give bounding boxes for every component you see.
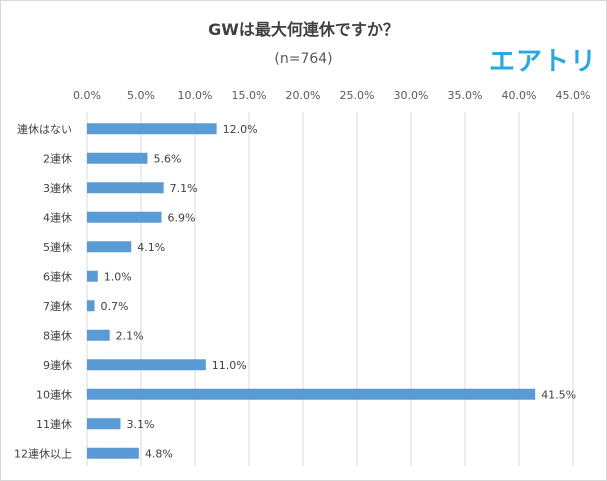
category-label: 4連休 [43,210,72,224]
category-label: 12連休以上 [14,446,72,460]
category-label: 7連休 [43,299,72,313]
data-label: 5.6% [153,152,181,165]
category-label: 8連休 [43,328,72,342]
bar [87,123,217,135]
bar [87,329,110,341]
bar [87,241,132,253]
bar [87,270,98,282]
brand-logo: エアトリ [489,47,598,77]
category-labels: 連休はない 2連休 3連休 4連休 5連休 6連休 7連休 8連休 9連休 10連休 11連休 12連… [14,122,72,461]
x-tick-label: 25.0% [340,89,375,102]
bars [87,123,536,459]
data-label: 3.1% [126,418,154,431]
category-label: 3連休 [43,181,72,195]
x-tick-label: 15.0% [232,89,267,102]
x-tick-label: 20.0% [286,89,321,102]
bar [87,447,139,459]
chart-title: GWは最大何連休ですか？ [208,20,399,39]
data-label: 4.1% [137,241,165,254]
x-tick-label: 5.0% [127,89,155,102]
data-label: 1.0% [104,270,132,283]
data-label: 11.0% [212,359,247,372]
category-label: 11連休 [36,417,72,431]
chart-subtitle: (n=764) [274,51,333,67]
x-tick-label: 30.0% [394,89,429,102]
category-label: 9連休 [43,358,72,372]
data-label: 7.1% [170,182,198,195]
grid-layer [86,112,574,466]
bar [87,418,121,430]
bar [87,300,95,312]
data-label: 6.9% [168,211,196,224]
data-label: 0.7% [101,300,129,313]
bar [87,182,164,194]
x-tick-label: 45.0% [556,89,591,102]
category-label: 2連休 [43,151,72,165]
bar [87,359,206,371]
data-label: 4.8% [145,447,173,460]
data-labels: 12.0% 5.6% 7.1% 6.9% 4.1% 1.0% 0.7% 2.1% 11.0% 41… [101,123,577,461]
bar [87,388,536,400]
category-label: 5連休 [43,240,72,254]
category-label: 10連休 [36,387,72,401]
bar [87,152,148,164]
x-tick-label: 10.0% [178,89,213,102]
data-label: 41.5% [541,388,576,401]
category-label: 6連休 [43,269,72,283]
x-tick-label: 0.0% [73,89,101,102]
bar [87,211,162,223]
x-tick-labels: 0.0% 5.0% 10.0% 15.0% 20.0% 25.0% 30.0% 35.0% 40… [73,89,590,102]
x-tick-label: 35.0% [448,89,483,102]
data-label: 2.1% [116,329,144,342]
x-tick-label: 40.0% [502,89,537,102]
data-label: 12.0% [223,123,258,136]
category-label: 連休はない [17,122,72,136]
